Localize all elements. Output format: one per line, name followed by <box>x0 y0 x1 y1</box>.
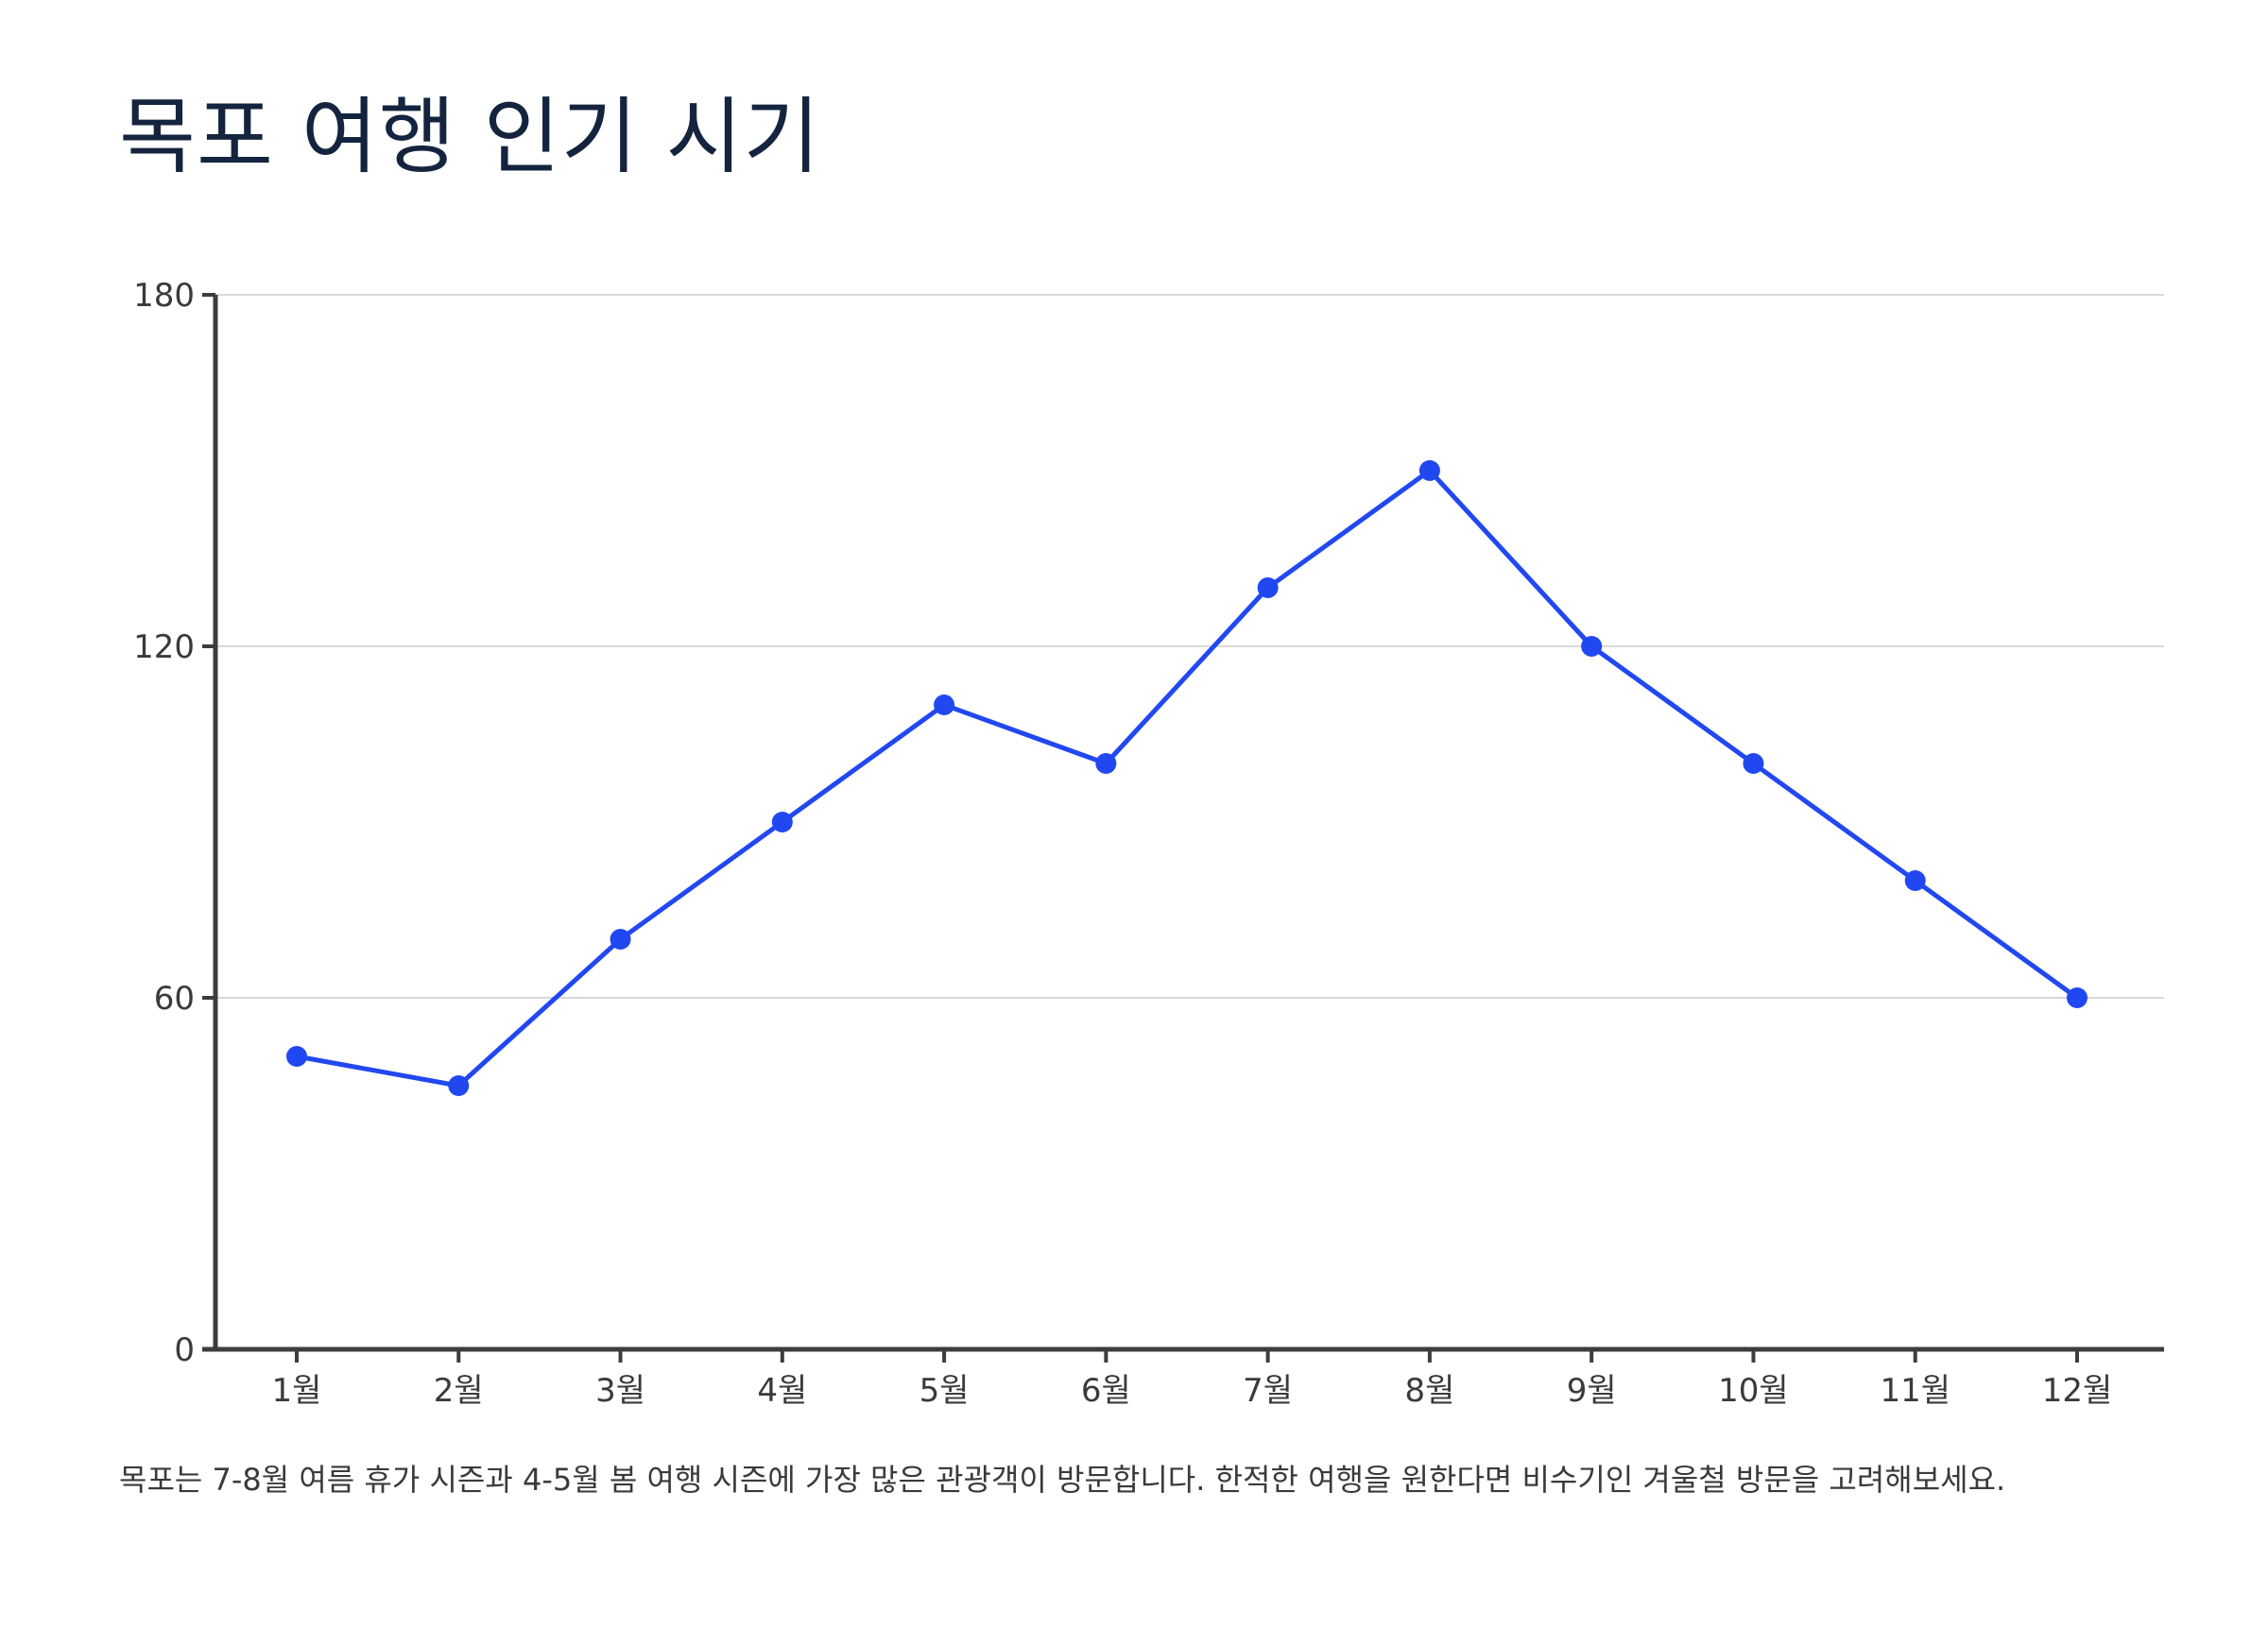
x-tick-label: 3월 <box>595 1372 645 1410</box>
x-tick-label: 6월 <box>1081 1372 1131 1410</box>
data-point <box>448 1075 470 1096</box>
y-tick-label: 180 <box>133 277 195 315</box>
chart-title: 목포 여행 인기 시기 <box>119 88 821 185</box>
x-tick-label: 9월 <box>1567 1372 1617 1410</box>
grid-lines <box>215 294 2164 999</box>
x-tick-label: 7월 <box>1243 1372 1293 1410</box>
y-tick-label: 120 <box>133 628 195 666</box>
y-tick-label: 60 <box>154 980 195 1018</box>
series-line-path <box>294 468 2080 1089</box>
data-point <box>1581 636 1603 657</box>
data-point <box>286 1046 307 1067</box>
data-point <box>934 694 955 715</box>
data-point <box>1095 753 1117 774</box>
y-tick-label: 0 <box>174 1331 195 1369</box>
axes <box>202 293 2164 1363</box>
x-tick-label: 12월 <box>2042 1372 2113 1410</box>
data-point <box>610 929 631 950</box>
data-points <box>286 460 2088 1096</box>
x-tick-label: 4월 <box>757 1372 807 1410</box>
x-tick-label: 5월 <box>919 1372 970 1410</box>
data-point <box>1904 870 1926 891</box>
x-tick-label: 11월 <box>1880 1372 1950 1410</box>
data-point <box>1743 753 1764 774</box>
data-point <box>1257 577 1279 598</box>
data-point <box>2067 987 2088 1008</box>
chart-caption: 목포는 7-8월 여름 휴가 시즌과 4-5월 봄 여행 시즌에 가장 많은 관… <box>119 1462 2006 1498</box>
x-tick-label: 8월 <box>1404 1372 1454 1410</box>
x-tick-label: 1월 <box>272 1372 322 1410</box>
series-line <box>294 468 2080 1089</box>
x-tick-label: 10월 <box>1718 1372 1789 1410</box>
tick-labels: 0 60 120 180 1월 2월 3월 4월 5월 6월 7월 8월 9월 10월 11월 12월 <box>133 277 2112 1410</box>
x-tick-label: 2월 <box>434 1372 484 1410</box>
data-point <box>771 812 793 832</box>
data-point <box>1418 460 1440 481</box>
